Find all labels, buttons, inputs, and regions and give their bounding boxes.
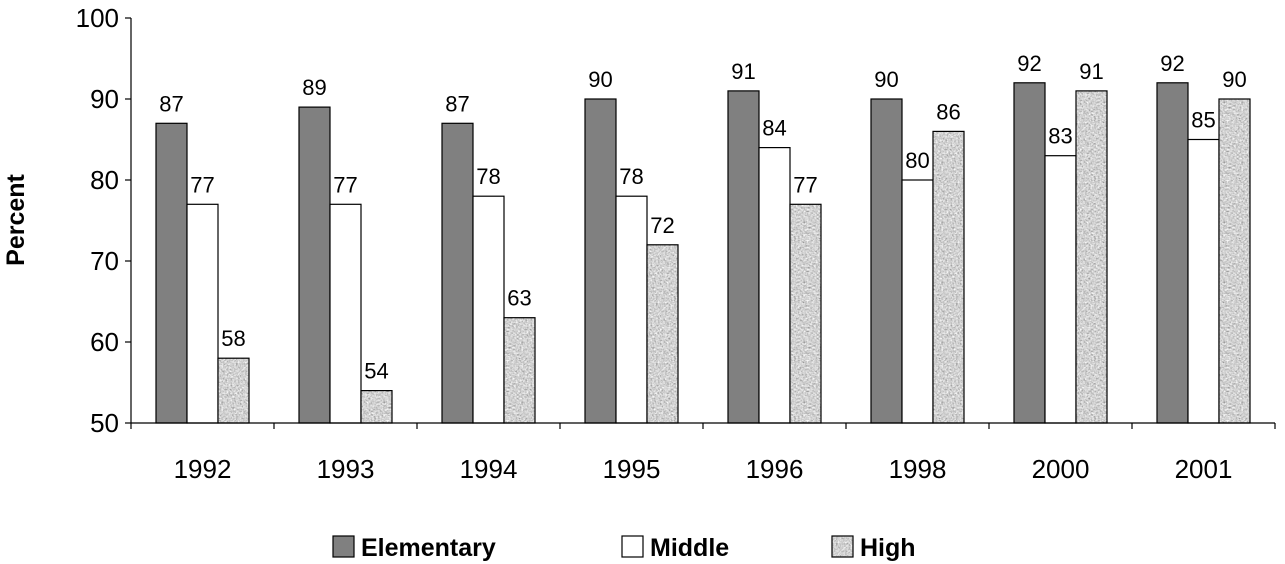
data-label: 87	[159, 91, 183, 116]
data-label: 77	[190, 172, 214, 197]
bar-middle-1993	[329, 203, 362, 424]
data-label: 87	[445, 91, 469, 116]
bar-middle-1994	[472, 195, 505, 424]
x-tick-label: 2001	[1175, 454, 1233, 484]
x-axis: 1992 1993 1994 1995 1996 1998 2000 2001	[130, 422, 1276, 484]
bar-elementary-1998	[870, 98, 903, 424]
legend-item-elementary: Elementary	[332, 534, 496, 562]
x-tick-label: 2000	[1032, 454, 1090, 484]
y-tick-label: 70	[90, 246, 119, 276]
data-label: 90	[1222, 67, 1246, 92]
data-label: 80	[905, 148, 929, 173]
bars	[155, 82, 1251, 424]
data-label: 86	[936, 99, 960, 124]
bar-middle-1992	[186, 203, 219, 424]
legend-item-high: High	[831, 534, 916, 562]
legend-item-middle: Middle	[621, 534, 729, 562]
data-label: 90	[588, 67, 612, 92]
x-tick-label: 1996	[746, 454, 804, 484]
bar-high-2000	[1075, 90, 1108, 424]
bar-high-2001	[1218, 98, 1251, 424]
data-label: 89	[302, 75, 326, 100]
y-axis: 50 60 70 80 90 100	[76, 3, 132, 438]
legend-swatch	[831, 535, 854, 558]
bar-high-1998	[932, 130, 965, 424]
data-label: 85	[1191, 108, 1215, 133]
bar-middle-1996	[758, 147, 791, 424]
bar-elementary-1993	[298, 106, 331, 424]
data-label: 90	[874, 67, 898, 92]
data-label: 54	[364, 359, 388, 384]
legend: Elementary Middle High	[332, 534, 916, 562]
bar-middle-1995	[615, 195, 648, 424]
bar-high-1995	[646, 244, 679, 424]
data-label: 72	[650, 213, 674, 238]
legend-label: Elementary	[361, 534, 496, 562]
x-tick-label: 1993	[317, 454, 375, 484]
data-label: 78	[619, 164, 643, 189]
data-label: 78	[476, 164, 500, 189]
data-label: 58	[221, 326, 245, 351]
legend-label: High	[860, 534, 916, 562]
bar-elementary-1995	[584, 98, 617, 424]
y-axis-title: Percent	[2, 173, 30, 265]
data-label: 63	[507, 286, 531, 311]
data-label: 77	[333, 172, 357, 197]
data-label: 83	[1048, 124, 1072, 149]
data-labels: 87 77 58 89 77 54 87 78 63 90 78 72 91 84 77 90 80 86 92 83…	[159, 51, 1246, 384]
bar-high-1992	[217, 357, 250, 424]
data-label: 91	[1079, 59, 1103, 84]
bar-middle-2001	[1187, 138, 1220, 424]
y-tick-label: 100	[76, 3, 119, 33]
data-label: 77	[793, 172, 817, 197]
bar-elementary-2000	[1013, 82, 1046, 424]
y-tick-label: 50	[90, 408, 119, 438]
legend-label: Middle	[650, 534, 729, 562]
x-tick-label: 1998	[889, 454, 947, 484]
data-label: 84	[762, 116, 786, 141]
data-label: 92	[1017, 51, 1041, 76]
bar-elementary-1992	[155, 122, 188, 424]
bar-elementary-1996	[727, 90, 760, 424]
legend-swatch	[621, 535, 644, 558]
y-tick-label: 80	[90, 165, 119, 195]
legend-swatch	[332, 535, 355, 558]
x-tick-label: 1992	[174, 454, 232, 484]
y-tick-label: 90	[90, 84, 119, 114]
x-tick-label: 1995	[603, 454, 661, 484]
data-label: 91	[731, 59, 755, 84]
x-tick-label: 1994	[460, 454, 518, 484]
bar-high-1994	[503, 317, 536, 424]
bar-elementary-2001	[1156, 82, 1189, 424]
bar-middle-2000	[1044, 155, 1077, 424]
bar-high-1993	[360, 390, 393, 424]
bar-high-1996	[789, 203, 822, 424]
bar-elementary-1994	[441, 122, 474, 424]
y-tick-label: 60	[90, 327, 119, 357]
bar-middle-1998	[901, 179, 934, 424]
data-label: 92	[1160, 51, 1184, 76]
